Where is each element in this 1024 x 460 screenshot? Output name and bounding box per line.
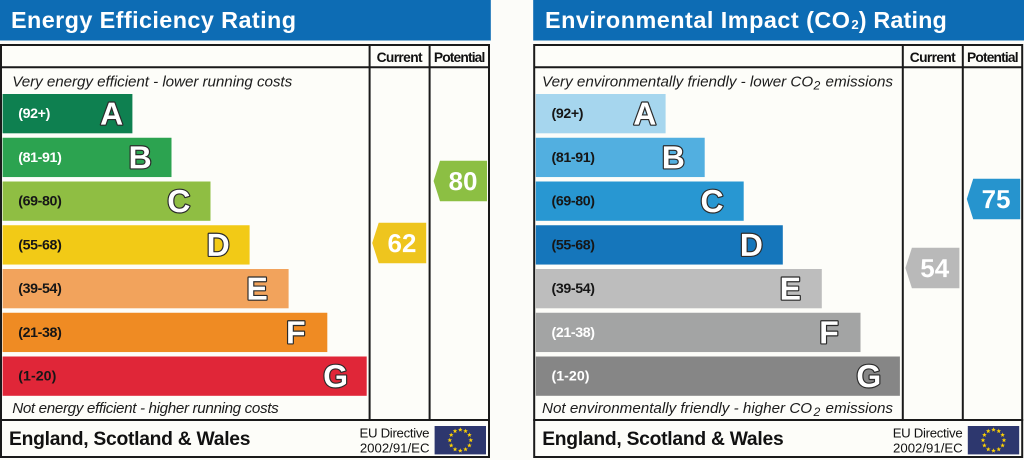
svg-text:2: 2 (851, 17, 858, 32)
svg-text:Environmental Impact (CO: Environmental Impact (CO (545, 7, 850, 33)
svg-text:(69-80): (69-80) (18, 194, 62, 210)
svg-text:(55-68): (55-68) (552, 237, 596, 253)
svg-text:2: 2 (813, 405, 821, 419)
svg-text:Not energy efficient - higher: Not energy efficient - higher running co… (12, 400, 279, 417)
svg-text:Current: Current (377, 50, 423, 65)
svg-text:(21-38): (21-38) (552, 325, 596, 341)
svg-text:Potential: Potential (967, 50, 1019, 65)
svg-text:Current: Current (910, 50, 956, 65)
svg-text:(1-20): (1-20) (18, 369, 56, 385)
svg-text:(39-54): (39-54) (18, 281, 62, 297)
svg-text:2002/91/EC: 2002/91/EC (360, 441, 430, 456)
svg-text:emissions: emissions (826, 73, 894, 90)
svg-text:England, Scotland & Wales: England, Scotland & Wales (542, 429, 784, 450)
svg-text:England, Scotland & Wales: England, Scotland & Wales (9, 429, 251, 450)
svg-text:(92+): (92+) (18, 106, 50, 122)
svg-text:Very environmentally friendly: Very environmentally friendly - lower CO (542, 73, 813, 90)
svg-text:Energy Efficiency Rating: Energy Efficiency Rating (11, 7, 296, 33)
svg-text:EU Directive: EU Directive (360, 426, 430, 441)
svg-text:(69-80): (69-80) (552, 194, 596, 210)
svg-text:(1-20): (1-20) (552, 369, 590, 385)
svg-text:(81-91): (81-91) (552, 150, 596, 166)
svg-text:(39-54): (39-54) (552, 281, 596, 297)
svg-text:(55-68): (55-68) (18, 237, 62, 253)
svg-text:Potential: Potential (434, 50, 486, 65)
svg-text:(92+): (92+) (552, 106, 584, 122)
svg-text:EU Directive: EU Directive (893, 426, 963, 441)
svg-text:2: 2 (813, 78, 821, 92)
svg-text:(81-91): (81-91) (18, 150, 62, 166)
svg-text:(21-38): (21-38) (18, 325, 62, 341)
svg-text:Very energy efficient - lower: Very energy efficient - lower running co… (12, 73, 292, 90)
svg-text:emissions: emissions (826, 400, 894, 417)
svg-text:2002/91/EC: 2002/91/EC (893, 441, 963, 456)
svg-text:Not environmentally friendly -: Not environmentally friendly - higher CO (542, 400, 812, 417)
svg-text:) Rating: ) Rating (859, 7, 947, 33)
